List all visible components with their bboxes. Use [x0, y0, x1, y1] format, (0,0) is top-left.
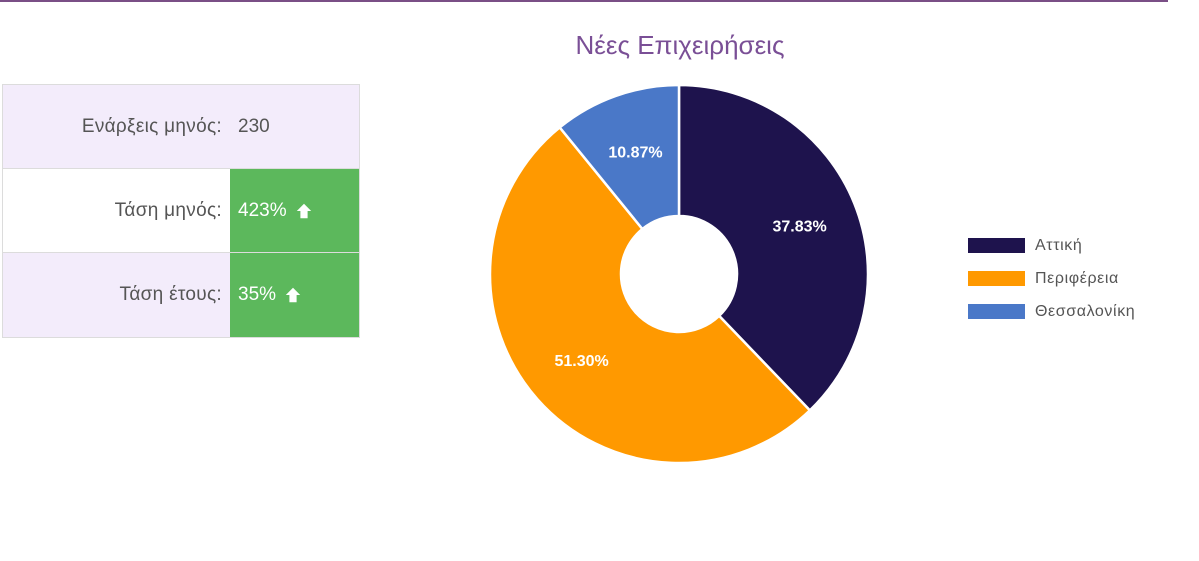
donut-slice-label-1: 51.30%: [554, 353, 608, 370]
legend-label: Περιφέρεια: [1035, 269, 1119, 287]
arrow-up-icon: [285, 287, 301, 303]
donut-slice-1[interactable]: [488, 125, 812, 465]
donut-chart: 37.83% 51.30% 10.87%: [488, 83, 870, 465]
chart-title: Νέες Επιχειρήσεις: [575, 30, 785, 60]
legend-item-attiki[interactable]: Αττική: [968, 229, 1135, 262]
chart-legend: Αττική Περιφέρεια Θεσσαλονίκη: [968, 229, 1135, 328]
donut-slice-label-2: 10.87%: [608, 145, 662, 162]
legend-item-perifereia[interactable]: Περιφέρεια: [968, 262, 1135, 295]
donut-slice-label-0: 37.83%: [772, 218, 826, 235]
stats-table: Ενάρξεις μηνός: 230 Τάση μηνός: 423% Τάσ…: [2, 84, 360, 338]
arrow-up-icon: [296, 203, 311, 218]
stat-value: 230: [230, 85, 359, 168]
stat-label: Τάση έτους:: [119, 284, 222, 305]
donut-slice-0[interactable]: [677, 83, 870, 413]
legend-label: Αττική: [1035, 236, 1083, 254]
top-rule: [0, 0, 1168, 2]
stat-row-year-trend: Τάση έτους: 35%: [3, 253, 359, 337]
stat-value-text: 35%: [238, 284, 277, 305]
stat-label: Ενάρξεις μηνός:: [81, 115, 222, 137]
stat-label: Τάση μηνός:: [114, 199, 222, 221]
legend-label: Θεσσαλονίκη: [1035, 302, 1136, 320]
donut-slice-2[interactable]: [557, 83, 681, 231]
stat-value-text: 423%: [238, 199, 287, 221]
stat-row-month-starts: Ενάρξεις μηνός: 230: [3, 85, 359, 169]
legend-swatch: [968, 271, 1025, 286]
legend-swatch: [968, 304, 1025, 319]
legend-swatch: [968, 238, 1025, 253]
stat-value-text: 230: [238, 115, 270, 137]
stat-row-month-trend: Τάση μηνός: 423%: [3, 169, 359, 253]
legend-item-thessaloniki[interactable]: Θεσσαλονίκη: [968, 295, 1135, 328]
stat-value: 423%: [230, 169, 359, 252]
stat-value: 35%: [230, 253, 359, 337]
